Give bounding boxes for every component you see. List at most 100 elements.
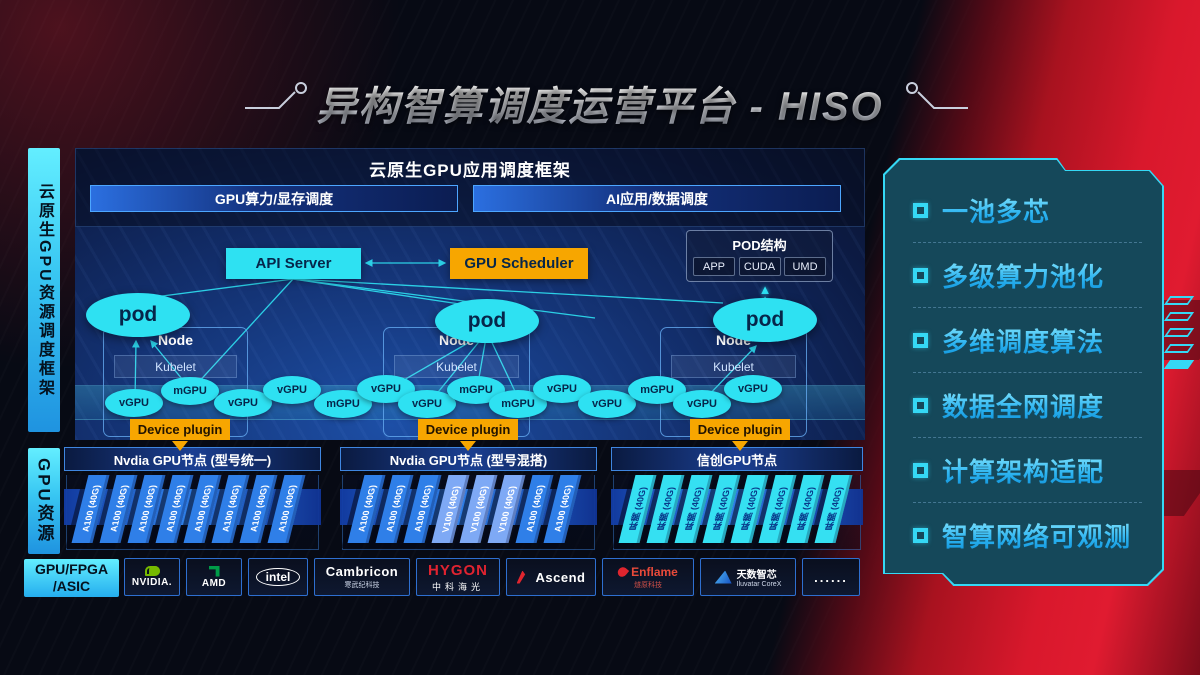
- more-dots-label: ......: [814, 569, 848, 585]
- square-bullet-icon: [913, 268, 928, 283]
- amd-icon: [208, 565, 220, 577]
- cambricon-sublabel: 寒武纪科技: [344, 582, 380, 589]
- gpu-compute-memory-scheduling-bar[interactable]: GPU算力/显存调度: [90, 185, 458, 212]
- square-bullet-icon: [913, 203, 928, 218]
- vgpu-oval: vGPU: [673, 390, 731, 418]
- vgpu-oval: vGPU: [105, 389, 163, 417]
- circuit-decoration-left: [245, 82, 307, 109]
- mgpu-oval: mGPU: [161, 377, 219, 405]
- pod-structure-title: POD结构: [732, 238, 787, 253]
- sidebar-label-gpu-resources: GPU资源: [28, 448, 60, 554]
- feature-item-network-wide-data: 数据全网调度: [913, 379, 1142, 431]
- hygon-sublabel: 中科海光: [431, 581, 484, 592]
- gpu-node-group-nvidia-uniform: Nvdia GPU节点 (型号统一) A100 (40G) A100 (40G) A…: [64, 443, 321, 556]
- device-plugin-box: Device plugin: [130, 419, 230, 440]
- gpu-card-list: A100 (40G) A100 (40G) A100 (40G) V100 (40G)…: [340, 443, 597, 556]
- vendor-enflame: Enflame 燧原科技: [602, 558, 694, 596]
- square-bullet-icon: [913, 528, 928, 543]
- vgpu-oval: vGPU: [398, 390, 456, 418]
- feature-label: 智算网络可观测: [942, 517, 1131, 554]
- pod-structure-umd: UMD: [784, 257, 826, 276]
- vendor-hygon: HYGON 中科海光: [416, 558, 500, 596]
- feature-item-multidim-scheduling: 多维调度算法: [913, 314, 1142, 366]
- pod-oval: pod: [86, 293, 190, 337]
- gpu-scheduler-box[interactable]: GPU Scheduler: [450, 248, 588, 279]
- pod-structure-box: POD结构 APP CUDA UMD: [686, 230, 833, 282]
- pod-oval: pod: [713, 298, 817, 342]
- sidebar-label-cloud-native-gpu-framework: 云原生GPU资源调度框架: [28, 148, 60, 432]
- group-header: 信创GPU节点: [611, 447, 863, 471]
- dashed-divider: [913, 372, 1142, 373]
- hygon-label: HYGON: [427, 561, 488, 579]
- kubelet-bar: Kubelet: [671, 355, 796, 378]
- pod-structure-cuda: CUDA: [738, 257, 781, 276]
- square-bullet-icon: [913, 398, 928, 413]
- dashed-divider: [913, 437, 1142, 438]
- vgpu-oval: vGPU: [578, 390, 636, 418]
- kubelet-bar: Kubelet: [394, 355, 519, 378]
- framework-title: 云原生GPU应用调度框架: [369, 161, 571, 180]
- vgpu-oval: vGPU: [214, 389, 272, 417]
- pod-structure-app: APP: [693, 257, 735, 276]
- square-bullet-icon: [913, 463, 928, 478]
- group-header: Nvdia GPU节点 (型号混搭): [340, 447, 597, 471]
- circuit-decoration-right: [906, 82, 968, 109]
- ascend-label: Ascend: [535, 569, 586, 585]
- gpu-card-list: 昇腾 (40G) 昇腾 (40G) 昇腾 (40G) 昇腾 (40G) 昇腾 (40G)…: [611, 443, 863, 556]
- feature-label: 计算架构适配: [942, 452, 1104, 489]
- vendor-logos-row: NVIDIA. AMD intel Cambricon 寒武纪科技 HYGON …: [124, 558, 860, 596]
- device-plugin-box: Device plugin: [418, 419, 518, 440]
- nvidia-icon: [144, 566, 160, 576]
- intel-logo: intel: [255, 568, 301, 586]
- square-bullet-icon: [913, 333, 928, 348]
- vendor-ascend: Ascend: [506, 558, 596, 596]
- dashed-divider: [913, 502, 1142, 503]
- dashed-divider: [913, 307, 1142, 308]
- group-header: Nvdia GPU节点 (型号统一): [64, 447, 321, 471]
- gpu-node-group-xinchuang: 信创GPU节点 昇腾 (40G) 昇腾 (40G) 昇腾 (40G) 昇腾 (40G)…: [611, 443, 863, 556]
- feature-label: 多级算力池化: [942, 257, 1104, 294]
- amd-label: AMD: [201, 577, 227, 589]
- feature-panel-inner: [885, 160, 1162, 584]
- sidebar-label-gpu-fpga-asic: GPU/FPGA /ASIC: [24, 559, 119, 597]
- vendor-cambricon: Cambricon 寒武纪科技: [314, 558, 410, 596]
- vendor-more: ......: [802, 558, 860, 596]
- vendor-iluvatar: 天数智芯 Iluvatar CoreX: [700, 558, 796, 596]
- vgpu-oval: vGPU: [724, 375, 782, 403]
- ascend-icon: [516, 570, 526, 584]
- api-server-box[interactable]: API Server: [226, 248, 361, 279]
- feature-panel: 一池多芯 多级算力池化 多维调度算法 数据全网调度 计算架构适配 智算网络可观测: [883, 158, 1164, 586]
- feature-item-one-pool-multi-chip: 一池多芯: [913, 184, 1142, 236]
- asic-line1: GPU/FPGA: [34, 561, 109, 577]
- vendor-nvidia: NVIDIA.: [124, 558, 180, 596]
- iluvatar-icon: [714, 570, 732, 584]
- vendor-intel: intel: [248, 558, 308, 596]
- vgpu-oval: vGPU: [263, 376, 321, 404]
- feature-item-arch-adaptation: 计算架构适配: [913, 444, 1142, 496]
- dashed-divider: [913, 242, 1142, 243]
- feature-label: 多维调度算法: [942, 322, 1104, 359]
- cambricon-label: Cambricon: [325, 564, 399, 579]
- hazard-stripes-decoration: [1163, 296, 1195, 376]
- feature-list: 一池多芯 多级算力池化 多维调度算法 数据全网调度 计算架构适配 智算网络可观测: [913, 184, 1142, 561]
- ai-app-data-scheduling-bar[interactable]: AI应用/数据调度: [473, 185, 841, 212]
- enflame-sublabel: 燧原科技: [634, 581, 662, 589]
- feature-label: 一池多芯: [942, 192, 1050, 229]
- gpu-node-group-nvidia-mixed: Nvdia GPU节点 (型号混搭) A100 (40G) A100 (40G) A…: [340, 443, 597, 556]
- nvidia-label: NVIDIA.: [131, 577, 173, 588]
- iluvatar-sublabel: Iluvatar CoreX: [736, 581, 782, 588]
- mgpu-oval: mGPU: [628, 376, 686, 404]
- gpu-card-list: A100 (40G) A100 (40G) A100 (40G) A100 (40G)…: [64, 443, 321, 556]
- iluvatar-label: 天数智芯: [736, 570, 777, 581]
- gpu-resource-section: Nvdia GPU节点 (型号统一) A100 (40G) A100 (40G) A…: [64, 443, 864, 556]
- pod-oval: pod: [435, 299, 539, 343]
- scheduling-framework-panel: 云原生GPU应用调度框架 GPU算力/显存调度 AI应用/数据调度 API Se…: [75, 148, 865, 440]
- device-plugin-box: Device plugin: [690, 419, 790, 440]
- asic-line2: /ASIC: [52, 578, 91, 594]
- feature-item-observable-network: 智算网络可观测: [913, 509, 1142, 561]
- enflame-icon: [615, 564, 630, 579]
- node-label: Node: [158, 332, 193, 348]
- kubelet-bar: Kubelet: [114, 355, 237, 378]
- feature-item-multilevel-pooling: 多级算力池化: [913, 249, 1142, 301]
